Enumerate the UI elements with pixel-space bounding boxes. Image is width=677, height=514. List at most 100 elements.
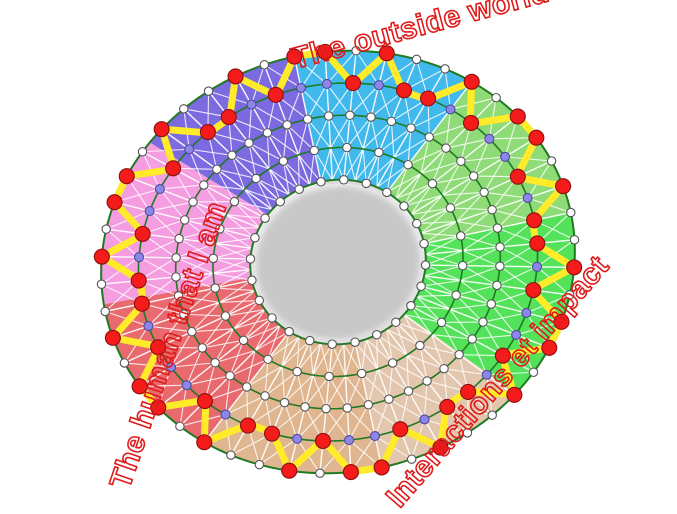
node-plain — [252, 174, 260, 182]
node-highlight — [131, 273, 146, 288]
node-mid — [134, 253, 143, 262]
node-plain — [268, 314, 276, 322]
node-plain — [285, 327, 293, 335]
node-mid — [182, 381, 191, 390]
node-highlight — [567, 260, 582, 275]
node-plain — [364, 401, 372, 409]
node-plain — [228, 151, 236, 159]
node-plain — [407, 455, 415, 463]
node-plain — [459, 261, 467, 269]
node-highlight — [154, 122, 169, 137]
node-plain — [279, 157, 287, 165]
node-plain — [176, 422, 184, 430]
node-plain — [469, 172, 477, 180]
node-plain — [340, 176, 348, 184]
node-highlight — [151, 400, 166, 415]
node-mid — [512, 330, 521, 339]
node-plain — [101, 307, 109, 315]
node-plain — [316, 469, 324, 477]
node-highlight — [135, 226, 150, 241]
node-plain — [480, 188, 488, 196]
node-highlight — [221, 110, 236, 125]
node-plain — [175, 234, 183, 242]
node-highlight — [530, 236, 545, 251]
node-mid — [185, 145, 194, 154]
node-highlight — [464, 115, 479, 130]
node-mid — [533, 262, 542, 271]
node-plain — [416, 341, 424, 349]
node-plain — [261, 214, 269, 222]
node-plain — [239, 336, 247, 344]
node-plain — [301, 403, 309, 411]
node-plain — [276, 197, 284, 205]
node-mid — [155, 185, 164, 194]
node-mid — [293, 434, 302, 443]
node-highlight — [542, 340, 557, 355]
node-plain — [306, 336, 314, 344]
node-highlight — [495, 348, 510, 363]
node-plain — [407, 302, 415, 310]
node-highlight — [197, 435, 212, 450]
node-highlight — [268, 87, 283, 102]
node-plain — [488, 411, 496, 419]
node-plain — [263, 129, 271, 137]
node-highlight — [197, 394, 212, 409]
node-highlight — [119, 169, 134, 184]
node-plain — [293, 367, 301, 375]
node-plain — [174, 292, 182, 300]
node-plain — [226, 372, 234, 380]
node-plain — [230, 197, 238, 205]
node-plain — [487, 300, 495, 308]
node-plain — [204, 87, 212, 95]
node-mid — [221, 410, 230, 419]
node-plain — [211, 284, 219, 292]
node-plain — [413, 219, 421, 227]
spoke-segment — [213, 258, 250, 259]
node-plain — [248, 276, 256, 284]
node-highlight — [105, 330, 120, 345]
node-plain — [423, 377, 431, 385]
node-plain — [213, 165, 221, 173]
node-plain — [493, 224, 501, 232]
node-plain — [440, 365, 448, 373]
node-plain — [567, 208, 575, 216]
node-plain — [180, 105, 188, 113]
node-mid — [144, 322, 153, 331]
node-plain — [255, 460, 263, 468]
node-plain — [492, 94, 500, 102]
node-mid — [345, 436, 354, 445]
node-plain — [388, 359, 396, 367]
node-plain — [188, 328, 196, 336]
inner-hole — [254, 184, 422, 341]
node-highlight — [264, 426, 279, 441]
node-plain — [547, 157, 555, 165]
node-plain — [283, 121, 291, 129]
node-plain — [172, 254, 180, 262]
node-highlight — [464, 74, 479, 89]
node-mid — [322, 79, 331, 88]
node-highlight — [433, 440, 448, 455]
node-plain — [255, 296, 263, 304]
node-mid — [501, 152, 510, 161]
node-plain — [303, 115, 311, 123]
node-plain — [404, 161, 412, 169]
node-highlight — [510, 169, 525, 184]
node-plain — [221, 312, 229, 320]
node-plain — [346, 111, 354, 119]
node-plain — [362, 179, 370, 187]
node-plain — [322, 405, 330, 413]
node-highlight — [315, 433, 330, 448]
node-plain — [358, 369, 366, 377]
node-highlight — [228, 69, 243, 84]
node-plain — [280, 398, 288, 406]
node-plain — [189, 198, 197, 206]
node-plain — [373, 331, 381, 339]
node-mid — [522, 308, 531, 317]
node-plain — [343, 404, 351, 412]
node-plain — [421, 261, 429, 269]
node-plain — [343, 143, 351, 151]
spoke-segment — [139, 257, 176, 258]
node-plain — [404, 387, 412, 395]
node-plain — [310, 146, 318, 154]
